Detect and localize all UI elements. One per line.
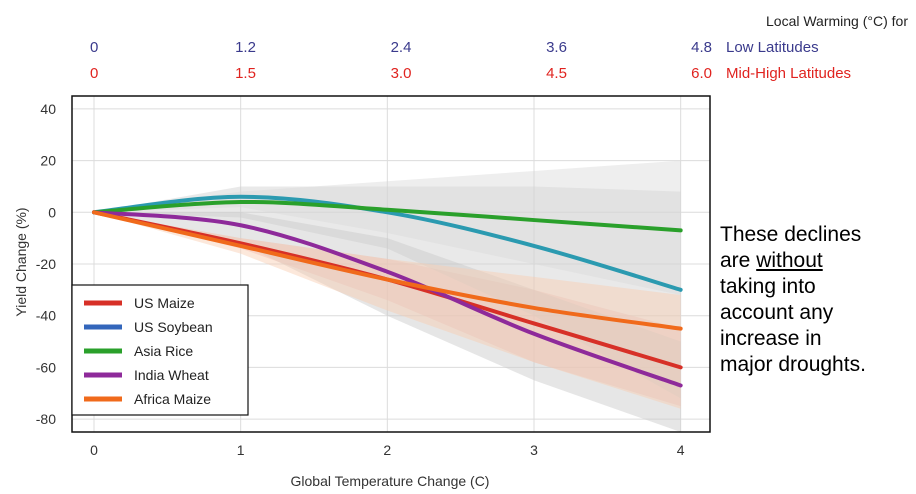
annotation-note: These declines are without taking into a… [720, 222, 916, 378]
annotation-line-5: increase in [720, 327, 822, 350]
uncertainty-band [94, 212, 681, 432]
series-line [92, 194, 683, 292]
top-axis-tick-label: 0 [90, 39, 98, 56]
legend-label: US Maize [134, 295, 195, 311]
top-axis-tick-label: 1.5 [235, 65, 256, 82]
x-tick-label: 2 [383, 442, 391, 458]
y-axis-label: Yield Change (%) [13, 207, 29, 316]
y-tick-label: -20 [36, 256, 56, 272]
top-axis-tick-label: 1.2 [235, 39, 256, 56]
uncertainty-band [94, 186, 681, 399]
top-axis-row-name: Low Latitudes [726, 39, 819, 56]
y-tick-label: -60 [36, 359, 56, 375]
top-axis: Local Warming (°C) for 0 1.2 2.4 3.6 4.8 Low L… [90, 13, 908, 82]
legend-label: Africa Maize [134, 391, 211, 407]
annotation-line-4: account any [720, 301, 834, 324]
legend: US Maize US Soybean Asia Rice India Wheat Af… [71, 284, 249, 416]
uncertainty-band [94, 212, 681, 407]
top-axis-tick-label: 2.4 [391, 39, 412, 56]
annotation-line-2-prefix: are [720, 249, 757, 272]
x-tick-label: 3 [530, 442, 538, 458]
top-axis-row-name: Mid-High Latitudes [726, 65, 851, 82]
top-axis-title: Local Warming (°C) for [766, 13, 908, 29]
annotation-line-6: major droughts. [720, 353, 866, 376]
y-tick-label: 40 [40, 101, 56, 117]
y-tick-label: 0 [48, 204, 56, 220]
series-line [92, 199, 683, 233]
uncertainty-band [94, 212, 681, 409]
y-tick-label: 20 [40, 153, 56, 169]
plot-frame [71, 95, 711, 433]
top-axis-tick-label: 6.0 [691, 65, 712, 82]
top-axis-tick-label: 4.8 [691, 39, 712, 56]
uncertainty-bands [94, 160, 681, 432]
legend-label: Asia Rice [134, 343, 193, 359]
annotation-line-2: are without [720, 248, 916, 274]
series-line [92, 210, 683, 388]
series-lines [92, 194, 683, 388]
x-tick-label: 4 [677, 442, 685, 458]
top-axis-tick-label: 0 [90, 65, 98, 82]
legend-label: India Wheat [134, 367, 209, 383]
uncertainty-band [94, 160, 681, 296]
annotation-underlined-word: without [756, 249, 823, 272]
x-tick-label: 0 [90, 442, 98, 458]
annotation-line-3: taking into [720, 275, 816, 298]
x-tick-label: 1 [237, 442, 245, 458]
y-tick-label: -40 [36, 308, 56, 324]
x-axis-label: Global Temperature Change (C) [291, 473, 490, 489]
top-axis-tick-label: 3.0 [391, 65, 412, 82]
series-line [92, 210, 683, 331]
axis-ticks: 0 1 2 3 4 40 20 0 -20 -40 -60 -80 [36, 101, 685, 458]
annotation-line-1: These declines [720, 223, 862, 246]
top-axis-tick-label: 4.5 [546, 65, 567, 82]
y-tick-label: -80 [36, 411, 56, 427]
top-axis-tick-label: 3.6 [546, 39, 567, 56]
legend-label: US Soybean [134, 319, 213, 335]
